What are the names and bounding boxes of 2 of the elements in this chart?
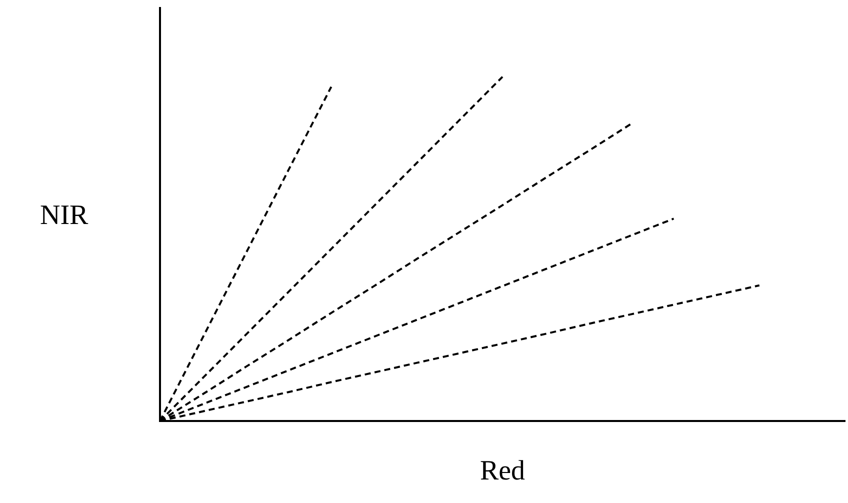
x-axis-title: Red xyxy=(480,456,526,487)
y-axis-title: NIR xyxy=(40,200,88,232)
